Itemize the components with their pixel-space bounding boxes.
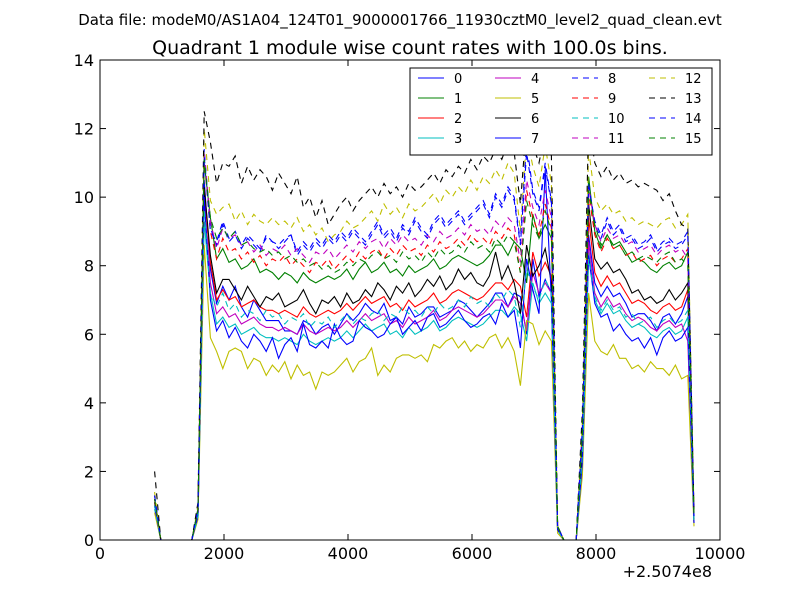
series-line-5 xyxy=(154,245,695,540)
y-tick-label: 12 xyxy=(74,120,94,139)
series-line-4 xyxy=(154,203,695,540)
series-line-15 xyxy=(154,159,695,540)
legend-label-13: 13 xyxy=(685,92,702,107)
x-tick-label: 8000 xyxy=(576,544,617,563)
legend-label-4: 4 xyxy=(531,72,539,87)
x-offset-label: +2.5074e8 xyxy=(623,562,712,581)
legend-label-1: 1 xyxy=(454,92,462,107)
legend-label-5: 5 xyxy=(531,92,539,107)
series-line-11 xyxy=(154,152,695,540)
series-line-10 xyxy=(154,210,695,540)
x-tick-label: 4000 xyxy=(328,544,369,563)
chart-title: Quadrant 1 module wise count rates with … xyxy=(152,37,668,59)
legend-label-12: 12 xyxy=(685,72,702,87)
series-line-0 xyxy=(154,179,695,540)
plot-frame xyxy=(99,59,721,541)
legend-label-11: 11 xyxy=(608,132,625,147)
legend-label-9: 9 xyxy=(608,92,616,107)
legend-label-2: 2 xyxy=(454,112,462,127)
y-tick-label: 6 xyxy=(84,325,94,344)
legend-label-15: 15 xyxy=(685,132,702,147)
y-tick-label: 10 xyxy=(74,188,94,207)
series-line-3 xyxy=(154,221,695,540)
legend-label-6: 6 xyxy=(531,112,539,127)
series-line-2 xyxy=(154,190,695,540)
y-tick-label: 0 xyxy=(84,531,94,550)
legend-label-10: 10 xyxy=(608,112,625,127)
y-tick-label: 8 xyxy=(84,257,94,276)
x-tick-label: 10000 xyxy=(695,544,746,563)
legend-label-0: 0 xyxy=(454,72,462,87)
series-layer xyxy=(154,111,695,540)
legend-label-3: 3 xyxy=(454,132,462,147)
y-tick-label: 2 xyxy=(84,462,94,481)
series-line-14 xyxy=(154,142,695,540)
legend-label-7: 7 xyxy=(531,132,539,147)
y-tick-label: 14 xyxy=(74,51,94,70)
x-tick-label: 0 xyxy=(95,544,105,563)
y-tick-label: 4 xyxy=(84,394,94,413)
x-tick-label: 2000 xyxy=(204,544,245,563)
legend-label-14: 14 xyxy=(685,112,702,127)
series-line-9 xyxy=(154,159,695,540)
series-line-7 xyxy=(154,169,695,540)
series-line-6 xyxy=(154,186,695,540)
series-line-13 xyxy=(154,111,695,540)
series-line-12 xyxy=(154,128,695,540)
x-tick-label: 6000 xyxy=(452,544,493,563)
legend-frame xyxy=(409,67,713,156)
chart-suptitle: Data file: modeM0/AS1A04_124T01_90000017… xyxy=(78,11,722,30)
series-line-1 xyxy=(154,162,695,540)
legend-label-8: 8 xyxy=(608,72,616,87)
